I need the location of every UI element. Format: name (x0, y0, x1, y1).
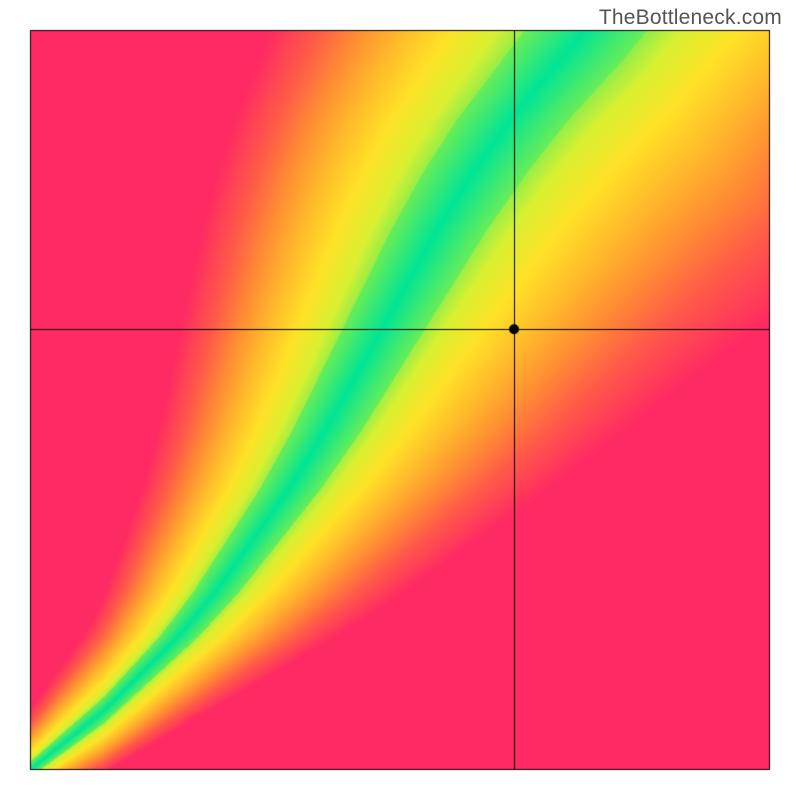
bottleneck-heatmap-canvas (0, 0, 800, 800)
watermark-text: TheBottleneck.com (599, 6, 782, 30)
chart-container: TheBottleneck.com (0, 0, 800, 800)
